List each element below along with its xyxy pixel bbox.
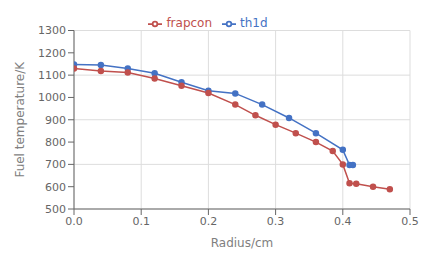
svg-text:1000: 1000 bbox=[38, 91, 66, 104]
svg-text:Fuel temperature/K: Fuel temperature/K bbox=[13, 61, 27, 178]
svg-text:1300: 1300 bbox=[38, 24, 66, 37]
svg-text:0.5: 0.5 bbox=[401, 215, 419, 228]
svg-text:0.2: 0.2 bbox=[200, 215, 218, 228]
svg-text:0.0: 0.0 bbox=[65, 215, 83, 228]
svg-text:0.3: 0.3 bbox=[267, 215, 285, 228]
svg-text:500: 500 bbox=[45, 203, 66, 216]
html-text:th1d: th1d bbox=[240, 16, 268, 30]
svg-text:600: 600 bbox=[45, 181, 66, 194]
svg-text:0.4: 0.4 bbox=[334, 215, 352, 228]
svg-text:1100: 1100 bbox=[38, 69, 66, 82]
svg-text:900: 900 bbox=[45, 114, 66, 127]
svg-text:700: 700 bbox=[45, 158, 66, 171]
svg-text:800: 800 bbox=[45, 136, 66, 149]
svg-text:0.1: 0.1 bbox=[132, 215, 150, 228]
svg-text:1200: 1200 bbox=[38, 47, 66, 60]
svg-text:Radius/cm: Radius/cm bbox=[211, 236, 274, 250]
html-text:frapcon: frapcon bbox=[166, 16, 213, 30]
